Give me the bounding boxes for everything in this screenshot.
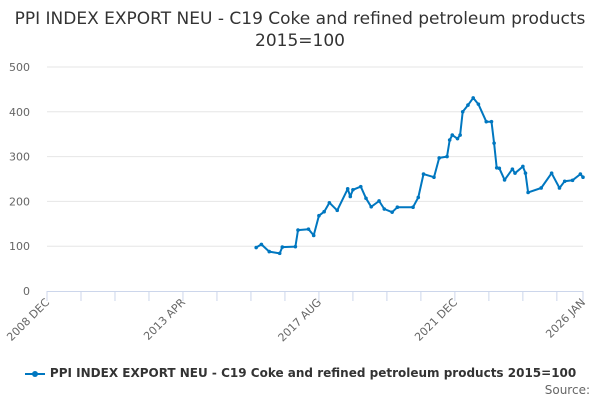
data-point — [447, 138, 452, 142]
data-point — [364, 196, 368, 201]
data-point — [581, 175, 585, 180]
data-point — [458, 133, 462, 137]
data-point — [455, 136, 460, 141]
data-point — [523, 171, 528, 175]
data-point — [510, 167, 515, 171]
y-tick-label: 300 — [9, 151, 30, 164]
data-point — [369, 204, 374, 209]
x-tick-label: 2008 DEC — [4, 296, 52, 344]
data-point — [460, 110, 465, 114]
data-point — [526, 190, 530, 195]
legend-label: PPI INDEX EXPORT NEU - C19 Coke and refi… — [49, 366, 577, 380]
data-point — [254, 245, 258, 250]
data-point — [382, 207, 387, 211]
data-point — [348, 194, 353, 199]
data-point — [293, 244, 298, 249]
legend-marker-icon — [24, 370, 45, 377]
x-tick-label: 2017 AUG — [276, 296, 325, 345]
data-point — [578, 172, 583, 176]
data-point — [562, 179, 567, 184]
data-point — [421, 172, 426, 176]
data-point — [492, 141, 496, 145]
data-point — [570, 178, 575, 183]
x-tick-label: 2013 APR — [141, 296, 188, 343]
series-line — [255, 96, 584, 255]
data-point — [513, 171, 517, 175]
data-point — [489, 119, 494, 124]
data-point — [306, 227, 311, 231]
data-point — [358, 184, 363, 189]
data-point — [311, 233, 316, 238]
data-point — [411, 205, 415, 210]
data-point — [476, 102, 481, 106]
data-point — [327, 200, 332, 205]
y-tick-label: 400 — [9, 106, 30, 119]
data-point — [377, 199, 381, 203]
chart-title: PPI INDEX EXPORT NEU - C19 Coke and refi… — [14, 9, 586, 51]
data-point — [351, 187, 355, 192]
x-tick-label: 2026 JAN — [543, 296, 588, 341]
data-point — [437, 156, 441, 160]
data-point — [521, 164, 525, 169]
data-point — [277, 251, 282, 256]
data-point — [539, 186, 543, 190]
data-point — [484, 119, 489, 124]
data-point — [280, 245, 285, 249]
data-point — [390, 210, 394, 214]
data-point — [432, 175, 436, 180]
data-point — [395, 205, 400, 210]
y-tick-label: 100 — [9, 240, 30, 253]
y-tick-label: 500 — [9, 61, 30, 74]
y-tick-label: 200 — [9, 195, 30, 208]
data-point — [466, 103, 470, 107]
data-point — [557, 186, 562, 190]
data-point — [450, 133, 455, 137]
data-point — [497, 166, 502, 171]
data-point — [471, 96, 475, 100]
source-label: Source: — [544, 383, 590, 397]
data-point — [445, 154, 449, 159]
data-point — [502, 178, 507, 182]
legend-item[interactable]: PPI INDEX EXPORT NEU - C19 Coke and refi… — [0, 366, 600, 380]
data-point — [267, 249, 272, 254]
data-point — [549, 171, 554, 175]
data-point — [335, 208, 340, 213]
data-point — [345, 187, 350, 191]
data-point — [259, 242, 264, 247]
data-point — [296, 228, 300, 232]
data-point — [322, 209, 326, 214]
data-point — [317, 213, 321, 218]
y-tick-label: 0 — [23, 285, 30, 298]
data-point — [416, 195, 421, 200]
x-tick-label: 2021 DEC — [412, 296, 460, 344]
